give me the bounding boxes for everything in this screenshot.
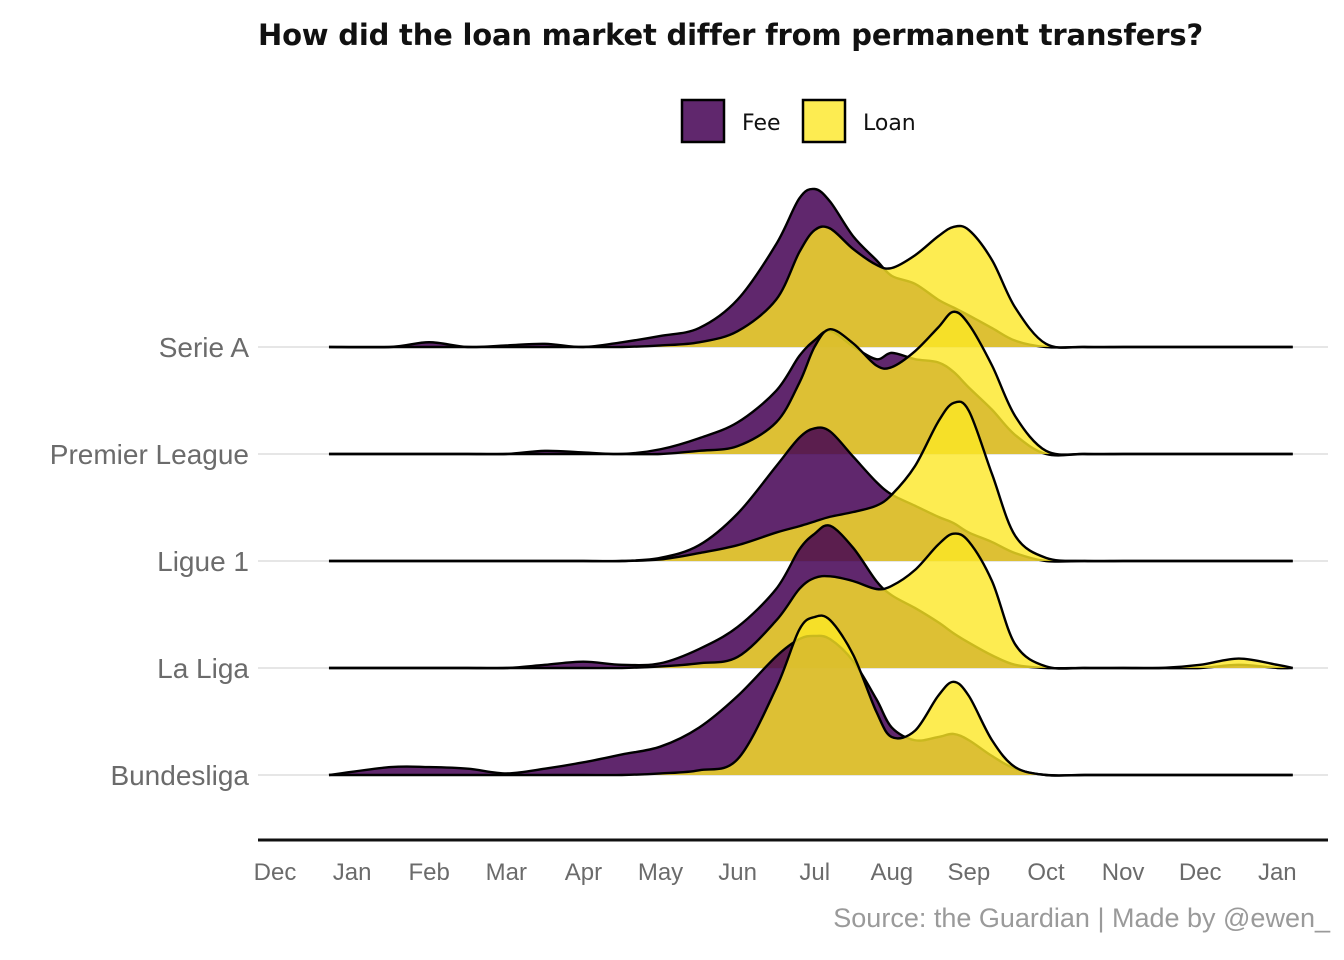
density-area-loan xyxy=(328,311,1293,455)
x-tick-label: Sep xyxy=(948,859,991,886)
legend-item-loan: Loan xyxy=(801,98,916,144)
ridges xyxy=(328,187,1293,777)
x-tick-label: Apr xyxy=(565,859,602,886)
density-area-loan xyxy=(328,615,1293,776)
density-area-loan xyxy=(328,401,1293,562)
density-line-loan xyxy=(328,224,1293,349)
y-label: La Liga xyxy=(157,653,249,684)
x-tick-label: May xyxy=(638,859,683,886)
legend-label-loan: Loan xyxy=(863,111,916,136)
x-axis-ticks: Dec Jan Feb Mar Apr May Jun Jul Aug Sep Oct Nov Dec J… xyxy=(254,859,1297,886)
x-tick-label: Mar xyxy=(486,859,527,886)
x-tick-label: Jan xyxy=(333,859,372,886)
chart-caption: Source: the Guardian | Made by @ewen_ xyxy=(833,903,1330,933)
x-tick-label: Feb xyxy=(409,859,450,886)
legend-item-fee: Fee xyxy=(680,98,781,144)
y-label: Ligue 1 xyxy=(157,546,249,577)
ridge-ligue-1 xyxy=(328,400,1293,563)
x-tick-label: Aug xyxy=(870,859,913,886)
legend-swatch-fee xyxy=(680,98,726,144)
y-label: Bundesliga xyxy=(110,760,249,791)
legend: Fee Loan xyxy=(680,98,916,144)
y-label: Premier League xyxy=(50,439,249,470)
density-area-loan xyxy=(328,225,1293,348)
density-line-loan xyxy=(328,310,1293,456)
density-area-loan xyxy=(328,533,1293,669)
ridge-premier-league xyxy=(328,310,1293,457)
x-tick-label: Jul xyxy=(799,859,830,886)
density-line-loan xyxy=(328,400,1293,563)
legend-label-fee: Fee xyxy=(742,111,781,136)
chart-title: How did the loan market differ from perm… xyxy=(258,18,1204,52)
x-tick-label: Jun xyxy=(718,859,757,886)
x-tick-label: Jan xyxy=(1258,859,1297,886)
x-tick-label: Dec xyxy=(254,859,297,886)
ridge-serie-a xyxy=(328,187,1293,349)
legend-swatch-loan xyxy=(801,98,847,144)
density-area-fee xyxy=(328,427,1293,562)
x-tick-label: Dec xyxy=(1179,859,1222,886)
x-tick-label: Oct xyxy=(1027,859,1065,886)
ridge-bundesliga xyxy=(328,614,1293,777)
density-line-loan xyxy=(328,614,1293,777)
ridge-la-liga xyxy=(328,524,1293,670)
y-label: Serie A xyxy=(159,332,250,363)
x-tick-label: Nov xyxy=(1102,859,1145,886)
y-axis-labels: Serie A Premier League Ligue 1 La Liga Bunde… xyxy=(50,332,250,791)
density-line-loan xyxy=(328,532,1293,670)
